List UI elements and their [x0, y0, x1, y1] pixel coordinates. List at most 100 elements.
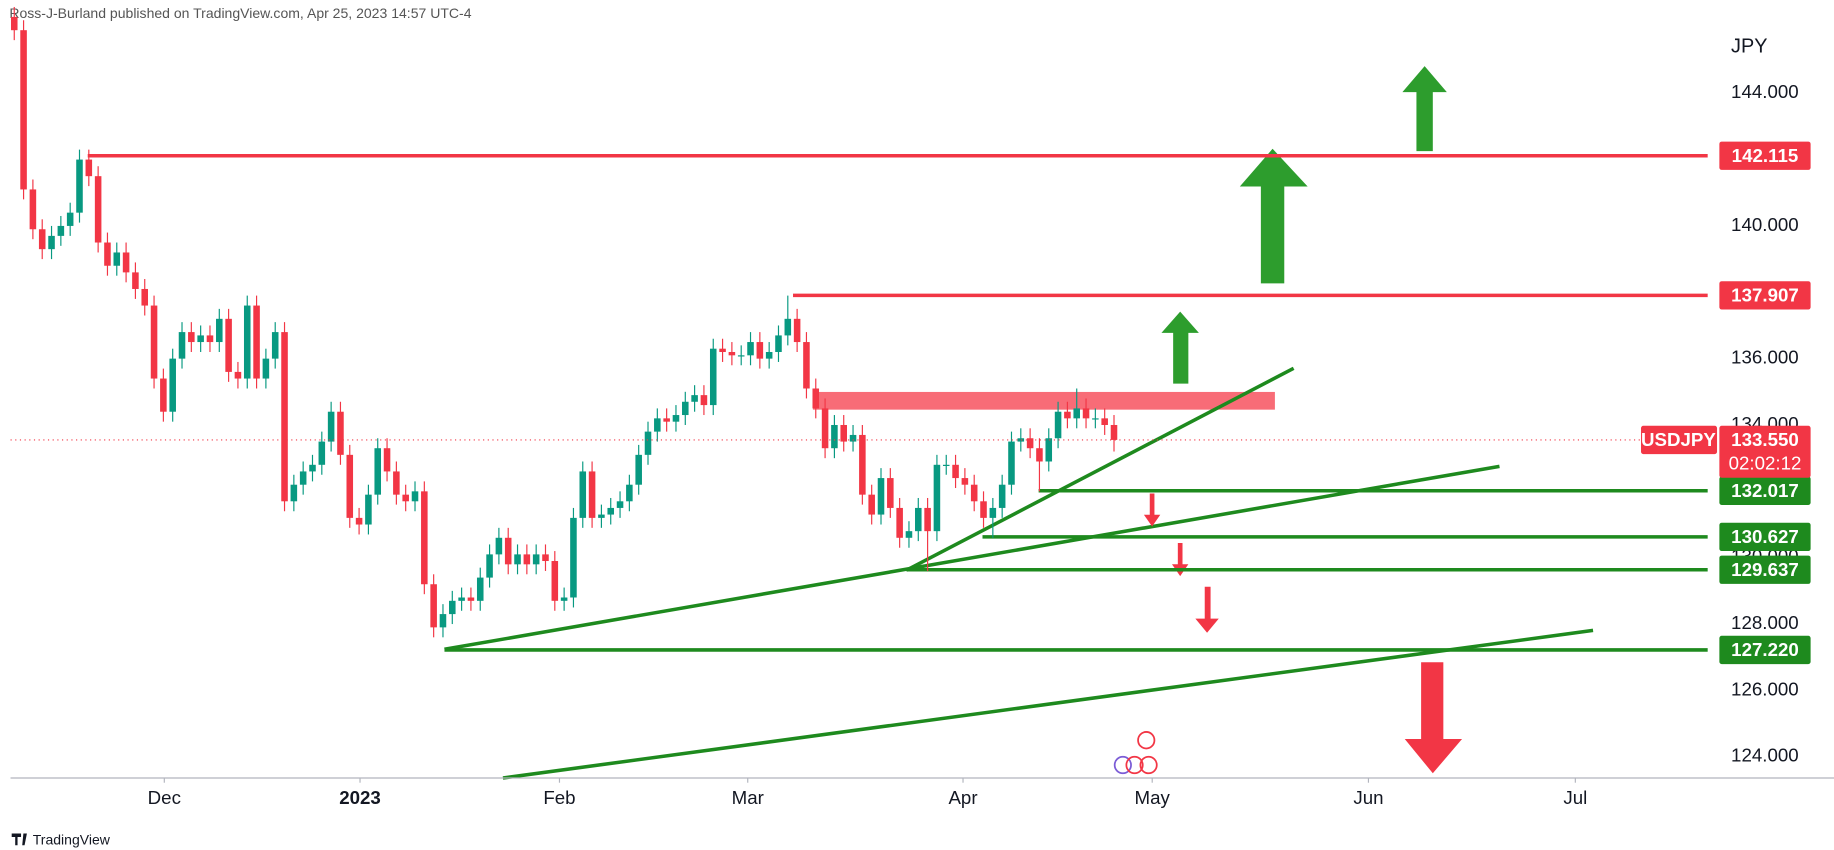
y-tick-label: 128.000 — [1731, 612, 1799, 633]
candle-body — [1082, 408, 1090, 419]
candle-body — [840, 424, 847, 442]
header: Ross-J-Burland published on TradingView.… — [9, 5, 471, 21]
down-arrow — [1195, 586, 1219, 633]
candle-body — [327, 411, 335, 442]
candle-body — [933, 464, 941, 532]
candle-body — [980, 501, 987, 518]
candle-body — [654, 418, 661, 432]
candle-body — [588, 471, 596, 518]
candle-body — [1008, 441, 1015, 485]
candle-body — [709, 348, 717, 406]
candle-body — [793, 318, 801, 343]
candle-body — [10, 16, 18, 31]
candle-body — [421, 491, 428, 585]
candle-body — [281, 332, 288, 502]
candle-body — [868, 494, 875, 515]
candle-body — [374, 448, 382, 495]
candle-body — [756, 342, 764, 359]
candle-body — [551, 561, 559, 601]
candle-body — [318, 441, 326, 465]
event-icon — [1137, 731, 1156, 750]
x-tick-label: May — [1135, 787, 1171, 808]
candle-body — [57, 225, 65, 236]
level-label-box — [1719, 555, 1811, 584]
level-label-box — [1719, 141, 1811, 170]
x-tick-label: Mar — [732, 787, 764, 808]
candle-body — [188, 332, 195, 343]
candle-body — [812, 388, 820, 409]
candle-body — [486, 554, 493, 578]
candle-body — [1036, 448, 1043, 462]
candle-body — [271, 332, 279, 359]
candle-body — [1026, 438, 1034, 449]
candle-body — [970, 484, 978, 502]
candle-body — [234, 371, 242, 379]
candle-body — [859, 434, 866, 495]
candle-body — [476, 577, 484, 601]
trendline — [444, 464, 1500, 652]
candle-body — [94, 176, 102, 243]
candle-body — [542, 554, 549, 562]
candle-body — [141, 288, 149, 306]
candle-body — [887, 478, 894, 508]
candle-body — [616, 501, 624, 508]
candle-body — [160, 378, 167, 412]
candle-body — [672, 415, 680, 422]
candle-body — [747, 342, 754, 356]
candle-body — [365, 494, 372, 525]
candle-body — [831, 424, 838, 449]
candle-body — [85, 159, 93, 177]
candle-body — [1092, 418, 1099, 420]
candle-body — [38, 229, 46, 250]
y-tick-label: 126.000 — [1731, 678, 1799, 699]
candle-body — [197, 335, 204, 343]
candle-body — [243, 305, 251, 379]
candle-body — [20, 30, 27, 190]
brand-logo — [11, 833, 27, 846]
candle-body — [821, 408, 829, 449]
candle-body — [383, 448, 391, 472]
candle-body — [402, 494, 409, 502]
event-icon — [1125, 755, 1144, 775]
level-label-box — [1719, 635, 1811, 665]
candle-body — [728, 352, 736, 356]
candle-body — [150, 305, 158, 379]
symbol-label: USDJPY — [1641, 429, 1716, 450]
candle-body — [775, 335, 782, 353]
candle-body — [439, 614, 447, 628]
candle-body — [663, 418, 670, 422]
x-tick-label: Apr — [948, 787, 977, 808]
currency: JPY — [1731, 35, 1767, 57]
candle-body — [998, 484, 1006, 508]
candle-body — [905, 531, 913, 538]
candle-body — [691, 395, 698, 402]
level-label: 127.220 — [1731, 639, 1799, 660]
x-tick-label: Dec — [148, 787, 181, 808]
candle-body — [626, 484, 633, 502]
candle-body — [262, 358, 270, 379]
down-arrow — [1171, 543, 1189, 577]
candle-body — [290, 484, 298, 502]
candle-body — [877, 478, 885, 515]
candle-body — [76, 159, 83, 213]
brand: TradingView — [33, 831, 111, 847]
trendline — [905, 366, 1295, 572]
candle-body — [961, 478, 969, 485]
candle-body — [644, 431, 652, 455]
level-label-box — [1719, 476, 1811, 505]
candle-body — [1054, 411, 1062, 439]
candle-body — [458, 597, 465, 601]
drawings — [444, 66, 1594, 780]
level-label: 142.115 — [1732, 145, 1799, 166]
candle-body — [682, 401, 689, 416]
countdown: 02:02:12 — [1729, 453, 1802, 474]
candle-body — [784, 318, 792, 336]
level-label: 132.017 — [1731, 480, 1799, 501]
candle-body — [607, 507, 615, 515]
candle-body — [560, 597, 568, 601]
candle-body — [206, 335, 214, 343]
candle-body — [299, 471, 307, 485]
candle-body — [169, 358, 176, 412]
candle-body — [495, 537, 503, 555]
candle-body — [719, 348, 726, 353]
